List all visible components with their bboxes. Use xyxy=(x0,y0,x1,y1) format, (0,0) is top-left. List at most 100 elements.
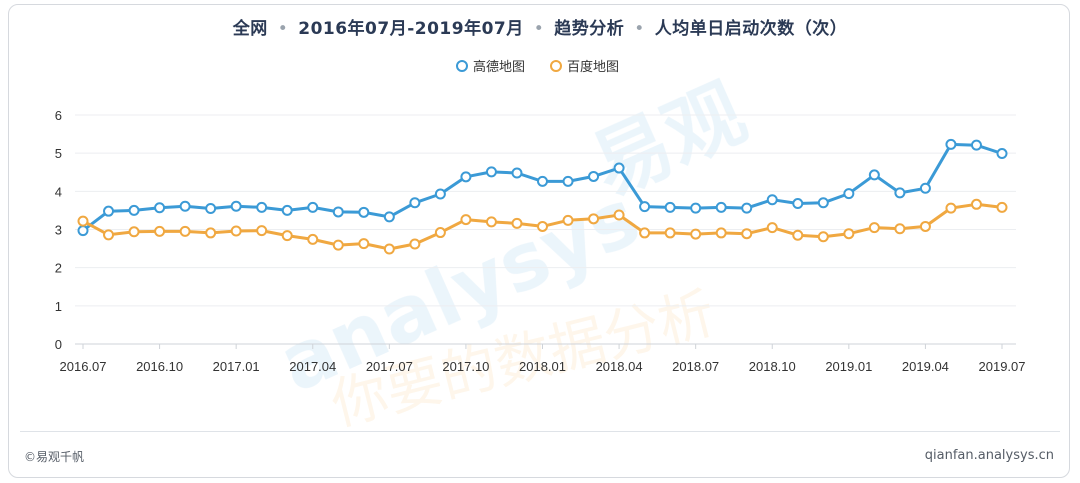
data-point[interactable] xyxy=(562,175,574,187)
data-point[interactable] xyxy=(741,202,753,214)
data-point[interactable] xyxy=(843,228,855,240)
data-point[interactable] xyxy=(511,217,523,229)
data-point[interactable] xyxy=(409,238,421,250)
title-separator: • xyxy=(533,19,545,39)
data-point[interactable] xyxy=(613,162,625,174)
data-point[interactable] xyxy=(715,227,727,239)
legend-item[interactable]: 百度地图 xyxy=(550,59,619,75)
data-point[interactable] xyxy=(256,201,268,213)
data-point[interactable] xyxy=(562,214,574,226)
data-point[interactable] xyxy=(230,225,242,237)
data-point[interactable] xyxy=(485,166,497,178)
y-tick-label: 2 xyxy=(55,261,62,276)
data-point[interactable] xyxy=(639,227,651,239)
data-point[interactable] xyxy=(128,204,140,216)
data-point[interactable] xyxy=(358,206,370,218)
data-point[interactable] xyxy=(945,202,957,214)
data-point[interactable] xyxy=(511,167,523,179)
data-point[interactable] xyxy=(128,226,140,238)
title-metric: 人均单日启动次数（次） xyxy=(654,19,848,39)
data-point[interactable] xyxy=(996,201,1008,213)
legend-marker xyxy=(550,60,562,72)
data-point[interactable] xyxy=(434,227,446,239)
y-tick-label: 3 xyxy=(55,223,62,238)
data-point[interactable] xyxy=(919,220,931,232)
legend-marker xyxy=(456,60,468,72)
data-point[interactable] xyxy=(639,201,651,213)
data-point[interactable] xyxy=(741,228,753,240)
data-point[interactable] xyxy=(179,200,191,212)
data-point[interactable] xyxy=(766,194,778,206)
footer-divider xyxy=(20,431,1060,432)
data-point[interactable] xyxy=(332,239,344,251)
data-point[interactable] xyxy=(588,170,600,182)
data-point[interactable] xyxy=(332,206,344,218)
data-point[interactable] xyxy=(77,215,89,227)
data-point[interactable] xyxy=(103,229,115,241)
data-point[interactable] xyxy=(256,225,268,237)
x-tick-label: 2019.01 xyxy=(825,359,872,374)
data-point[interactable] xyxy=(588,213,600,225)
title-analysis: 趋势分析 xyxy=(554,19,625,39)
data-point[interactable] xyxy=(409,197,421,209)
data-point[interactable] xyxy=(894,187,906,199)
legend-item[interactable]: 高德地图 xyxy=(456,59,525,75)
data-point[interactable] xyxy=(205,227,217,239)
title-scope: 全网 xyxy=(232,19,268,39)
data-point[interactable] xyxy=(154,225,166,237)
data-point[interactable] xyxy=(281,204,293,216)
data-point[interactable] xyxy=(970,139,982,151)
data-point[interactable] xyxy=(460,171,472,183)
footer-copyright: ©易观千帆 xyxy=(24,450,85,464)
data-point[interactable] xyxy=(537,220,548,232)
data-point[interactable] xyxy=(358,238,370,250)
data-point[interactable] xyxy=(307,201,319,213)
x-tick-label: 2019.04 xyxy=(902,359,949,374)
data-point[interactable] xyxy=(485,216,497,228)
chart-title: 全网 • 2016年07月-2019年07月 • 趋势分析 • 人均单日启动次数（次） xyxy=(0,14,1080,39)
data-point[interactable] xyxy=(307,233,319,245)
y-tick-label: 0 xyxy=(55,337,62,352)
data-point[interactable] xyxy=(766,222,778,234)
data-point[interactable] xyxy=(970,198,982,210)
data-point[interactable] xyxy=(868,222,880,234)
data-point[interactable] xyxy=(613,209,625,221)
data-point[interactable] xyxy=(103,205,115,217)
data-point[interactable] xyxy=(919,182,931,194)
data-point[interactable] xyxy=(817,197,829,209)
data-point[interactable] xyxy=(154,202,166,214)
data-point[interactable] xyxy=(77,225,89,237)
data-point[interactable] xyxy=(383,211,395,223)
data-point[interactable] xyxy=(843,188,855,200)
footer-source-link[interactable]: qianfan.analysys.cn xyxy=(924,448,1054,463)
data-point[interactable] xyxy=(281,230,293,242)
data-point[interactable] xyxy=(537,175,548,187)
x-tick-label: 2016.10 xyxy=(136,359,183,374)
data-point[interactable] xyxy=(945,138,957,150)
data-point[interactable] xyxy=(434,188,446,200)
data-point[interactable] xyxy=(868,169,880,181)
data-point[interactable] xyxy=(894,223,906,235)
x-tick-label: 2017.01 xyxy=(213,359,260,374)
data-point[interactable] xyxy=(460,214,472,226)
x-tick-label: 2018.10 xyxy=(749,359,796,374)
series-line xyxy=(82,142,1003,232)
data-point[interactable] xyxy=(996,148,1008,160)
data-point[interactable] xyxy=(664,227,676,239)
y-axis: 0 1 2 3 4 5 6 xyxy=(55,108,62,352)
data-point[interactable] xyxy=(715,201,727,213)
data-point[interactable] xyxy=(205,203,217,215)
x-tick-label: 2018.04 xyxy=(596,359,643,374)
data-point[interactable] xyxy=(664,201,676,213)
data-point[interactable] xyxy=(792,229,804,241)
data-point[interactable] xyxy=(690,228,702,240)
data-point[interactable] xyxy=(179,225,191,237)
data-point[interactable] xyxy=(383,243,395,255)
title-separator: • xyxy=(634,19,645,39)
data-point[interactable] xyxy=(792,198,804,210)
data-point[interactable] xyxy=(690,202,702,214)
data-point[interactable] xyxy=(817,231,829,243)
data-point[interactable] xyxy=(230,200,242,212)
x-tick-label: 2018.07 xyxy=(672,359,719,374)
x-tick-label: 2017.07 xyxy=(366,359,413,374)
